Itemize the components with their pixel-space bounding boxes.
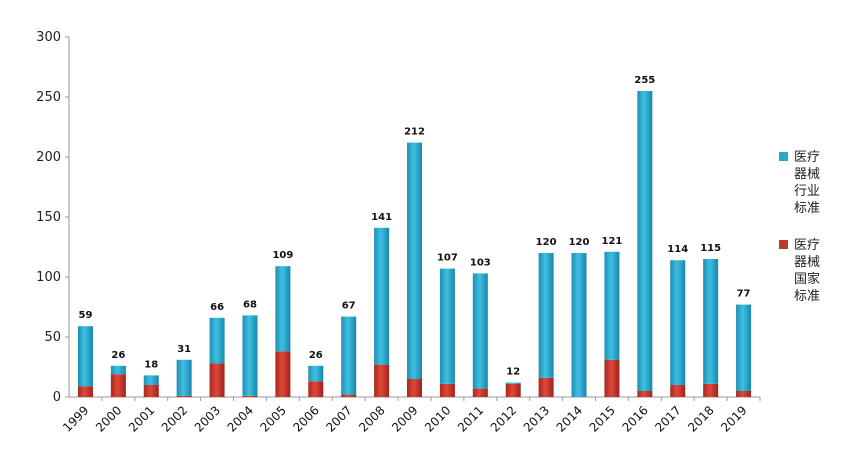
bar-national-standard — [637, 391, 653, 397]
bar-industry-standard — [505, 382, 521, 384]
bar-national-standard — [538, 377, 554, 397]
y-tick-label: 100 — [36, 270, 61, 285]
y-tick-label: 50 — [44, 330, 61, 345]
bar-national-standard — [209, 363, 225, 397]
x-tick-label: 2019 — [718, 403, 749, 434]
data-label-total: 31 — [177, 344, 191, 355]
bar-national-standard — [472, 388, 488, 397]
bar-industry-standard — [736, 304, 752, 391]
data-label-total: 115 — [700, 243, 721, 254]
y-tick-label: 300 — [36, 30, 61, 45]
bar-industry-standard — [143, 375, 159, 385]
legend-swatch-industry — [779, 152, 788, 161]
bar-industry-standard — [472, 273, 488, 389]
bar-industry-standard — [604, 251, 620, 360]
y-tick-label: 250 — [36, 90, 61, 105]
legend-label-national: 医疗器械国家标准 — [794, 238, 820, 304]
bar-industry-standard — [670, 260, 686, 385]
x-tick-label: 1999 — [60, 403, 91, 434]
bar-industry-standard — [571, 253, 587, 397]
bar-national-standard — [242, 395, 258, 397]
bar-national-standard — [275, 351, 291, 397]
data-label-total: 66 — [210, 302, 224, 313]
data-label-total: 26 — [309, 350, 323, 361]
bar-industry-standard — [176, 359, 192, 396]
data-label-total: 59 — [78, 310, 92, 321]
bar-national-standard — [439, 383, 455, 397]
data-label-total: 255 — [634, 75, 655, 86]
bar-industry-standard — [110, 365, 126, 375]
data-labels: 59 26 18 31 66 68 109 26 67 141 212 107 103 12 120 120 1… — [78, 75, 750, 378]
data-label-total: 141 — [371, 212, 392, 223]
data-label-total: 120 — [569, 237, 590, 248]
bar-national-standard — [736, 391, 752, 397]
bar-industry-standard — [374, 227, 390, 365]
bar-industry-standard — [439, 268, 455, 384]
x-tick-label: 2008 — [356, 403, 387, 434]
data-label-total: 109 — [272, 250, 293, 261]
data-label-total: 26 — [111, 350, 125, 361]
y-tick-label: 200 — [36, 150, 61, 165]
bar-industry-standard — [538, 253, 554, 378]
bar-national-standard — [308, 381, 324, 397]
bar-industry-standard — [407, 142, 422, 379]
bar-national-standard — [505, 383, 521, 397]
bar-national-standard — [703, 383, 719, 397]
data-label-total: 114 — [667, 244, 688, 255]
y-tick-label: 150 — [36, 210, 61, 225]
bars — [77, 91, 752, 397]
data-label-total: 107 — [437, 253, 458, 264]
x-tick-label: 2007 — [323, 403, 354, 434]
bar-industry-standard — [341, 316, 357, 395]
bar-industry-standard — [77, 326, 93, 387]
x-tick-label: 2012 — [488, 403, 519, 434]
x-tick-label: 2009 — [389, 403, 420, 434]
bar-industry-standard — [703, 259, 719, 384]
legend-label-industry: 医疗器械行业标准 — [794, 150, 820, 216]
x-tick-label: 2013 — [521, 403, 552, 434]
bar-national-standard — [110, 374, 126, 397]
bar-national-standard — [341, 394, 357, 397]
x-tick-label: 2000 — [93, 403, 124, 434]
bar-national-standard — [407, 379, 422, 397]
x-tick-label: 2017 — [652, 403, 683, 434]
data-label-total: 67 — [342, 301, 356, 312]
y-tick-label: 0 — [53, 390, 61, 405]
x-tick-label: 2006 — [290, 403, 321, 434]
data-label-total: 212 — [404, 127, 425, 138]
x-tick-label: 2015 — [587, 403, 618, 434]
x-tick-label: 2014 — [554, 403, 585, 434]
bar-national-standard — [176, 395, 192, 397]
bar-industry-standard — [275, 266, 291, 352]
bar-national-standard — [77, 386, 93, 397]
x-tick-label: 2003 — [192, 403, 223, 434]
data-label-total: 68 — [243, 299, 257, 310]
bar-industry-standard — [637, 91, 653, 391]
data-label-total: 18 — [144, 359, 158, 370]
x-tick-label: 2018 — [685, 403, 716, 434]
data-label-total: 103 — [470, 257, 491, 268]
data-label-total: 120 — [536, 237, 557, 248]
x-tick-label: 2016 — [619, 403, 650, 434]
data-label-total: 121 — [601, 236, 622, 247]
x-tick-label: 2010 — [422, 403, 453, 434]
bar-industry-standard — [308, 365, 324, 382]
bar-national-standard — [374, 364, 390, 397]
x-tick-label: 2011 — [455, 403, 486, 434]
x-tick-label: 2005 — [258, 403, 289, 434]
data-label-total: 12 — [506, 367, 520, 378]
x-tick-label: 2004 — [225, 403, 256, 434]
bar-industry-standard — [209, 317, 225, 364]
bar-national-standard — [670, 385, 686, 397]
bar-industry-standard — [242, 315, 258, 396]
x-tick-label: 2001 — [126, 403, 157, 434]
bar-national-standard — [143, 385, 159, 397]
legend-swatch-national — [779, 240, 788, 249]
bar-national-standard — [604, 359, 620, 397]
x-tick-label: 2002 — [159, 403, 190, 434]
data-label-total: 77 — [737, 289, 751, 300]
